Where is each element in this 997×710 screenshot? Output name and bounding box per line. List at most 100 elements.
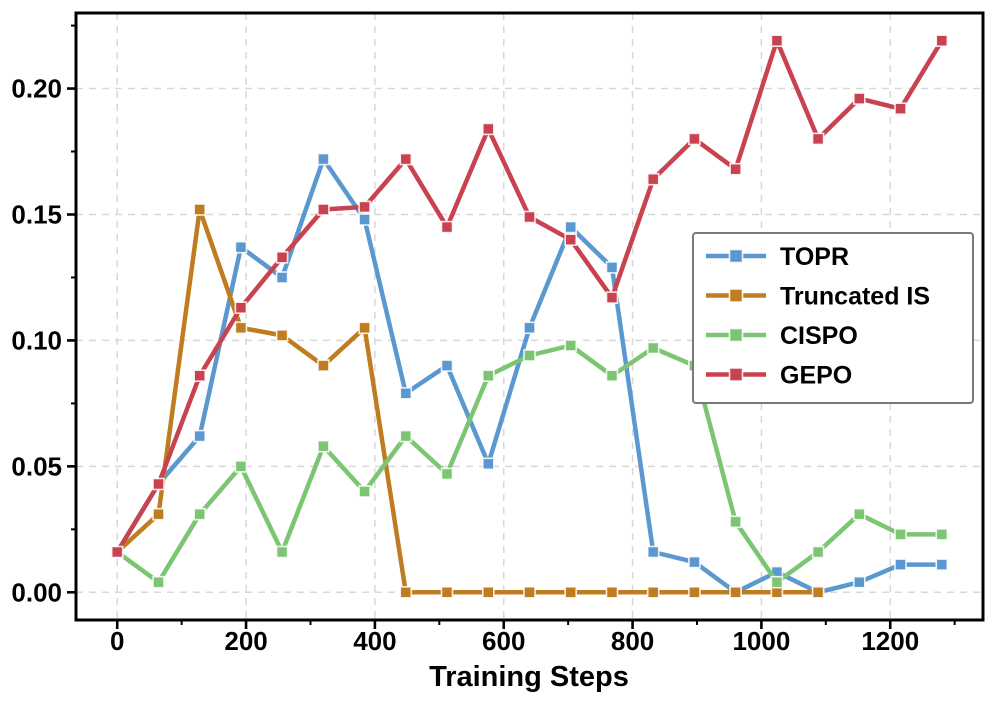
legend-label: GEPO <box>780 362 852 390</box>
legend-item-truncated-is: Truncated IS <box>706 283 930 311</box>
data-point-marker <box>193 507 206 521</box>
data-point-marker <box>234 240 248 254</box>
legend-item-topr: TOPR <box>706 243 849 271</box>
legend-marker <box>728 288 744 303</box>
legend: TOPR Truncated IS CISPO GEPO <box>692 232 974 404</box>
data-point-marker <box>399 152 413 166</box>
data-point-marker <box>770 34 784 48</box>
data-point-marker <box>440 467 454 481</box>
legend-label: CISPO <box>780 322 858 350</box>
data-point-marker <box>317 152 330 166</box>
data-point-marker <box>317 439 330 453</box>
data-point-marker <box>234 460 248 473</box>
spines <box>74 11 985 622</box>
series-line <box>115 207 819 595</box>
data-point-marker <box>275 545 289 559</box>
data-point-marker <box>275 251 289 264</box>
data-point-marker <box>358 321 371 335</box>
data-point-marker <box>935 34 949 48</box>
data-point-marker <box>564 233 578 246</box>
x-tick-label: 800 <box>611 626 654 656</box>
legend-box <box>692 232 974 404</box>
y-tick-label: 0.15 <box>11 199 62 229</box>
data-point-marker <box>234 301 248 315</box>
data-point-marker <box>358 485 371 498</box>
data-point-marker <box>852 507 866 521</box>
data-point-marker <box>729 515 742 529</box>
legend-marker <box>728 248 744 264</box>
data-point-marker <box>481 457 495 471</box>
data-point-marker <box>646 585 660 599</box>
y-axis: 0.00 0.05 0.10 0.15 0.20 <box>11 24 76 607</box>
data-point-marker <box>894 558 907 571</box>
data-point-marker <box>729 585 742 599</box>
legend-marker <box>728 327 744 343</box>
data-point-marker <box>564 339 578 352</box>
data-point-marker <box>894 102 907 115</box>
data-point-marker <box>193 369 206 383</box>
data-point-marker <box>688 132 701 146</box>
y-tick-label: 0.00 <box>11 577 62 607</box>
data-point-marker <box>852 575 866 589</box>
data-point-marker <box>811 132 825 146</box>
y-tick-label: 0.10 <box>11 325 62 355</box>
data-point-marker <box>811 585 825 599</box>
data-point-marker <box>234 321 248 335</box>
data-point-marker <box>729 162 742 176</box>
data-point-marker <box>275 271 289 284</box>
data-point-marker <box>193 203 206 216</box>
plot-area: 0 200 400 600 800 1000 1200 0.00 0.05 0.10 0.15 0.2… <box>11 11 985 656</box>
x-tick-label: 1200 <box>861 626 919 656</box>
data-point-marker <box>481 585 495 599</box>
data-point-marker <box>481 369 495 383</box>
data-point-marker <box>358 200 371 214</box>
data-point-marker <box>646 545 660 559</box>
data-point-marker <box>193 429 206 443</box>
legend-item-gepo: GEPO <box>706 362 852 390</box>
data-point-marker <box>564 585 578 599</box>
x-axis-title: Training Steps <box>429 661 629 693</box>
data-point-marker <box>152 507 165 521</box>
data-point-marker <box>935 528 949 541</box>
legend-label: Truncated IS <box>780 283 930 311</box>
data-point-marker <box>399 429 413 443</box>
legend-item-cispo: CISPO <box>706 322 858 350</box>
plot-border <box>74 11 985 622</box>
data-point-marker <box>605 369 619 383</box>
data-point-marker <box>358 213 371 226</box>
data-point-marker <box>317 203 330 216</box>
data-point-marker <box>152 575 165 589</box>
data-point-marker <box>481 122 495 136</box>
data-point-marker <box>770 575 784 589</box>
data-point-marker <box>440 585 454 599</box>
data-point-marker <box>646 172 660 186</box>
data-point-marker <box>688 555 701 569</box>
data-point-marker <box>688 585 701 599</box>
y-tick-label: 0.05 <box>11 451 62 481</box>
x-tick-label: 1000 <box>732 626 790 656</box>
data-point-marker <box>935 558 949 571</box>
data-point-marker <box>605 261 619 274</box>
data-point-marker <box>605 585 619 599</box>
x-axis: 0 200 400 600 800 1000 1200 <box>110 620 956 656</box>
data-point-marker <box>523 321 536 335</box>
data-point-marker <box>317 359 330 372</box>
data-point-marker <box>399 386 413 400</box>
x-tick-label: 600 <box>482 626 525 656</box>
data-point-marker <box>523 349 536 362</box>
data-point-marker <box>399 585 413 599</box>
x-tick-label: 0 <box>110 626 124 656</box>
data-point-marker <box>646 341 660 355</box>
data-point-marker <box>605 291 619 304</box>
x-tick-label: 400 <box>353 626 396 656</box>
legend-marker <box>728 367 744 382</box>
data-point-marker <box>110 545 124 559</box>
data-point-marker <box>523 210 536 224</box>
data-point-marker <box>275 329 289 342</box>
data-point-marker <box>852 92 866 105</box>
data-point-marker <box>894 528 907 541</box>
data-point-marker <box>811 545 825 559</box>
data-point-marker <box>440 220 454 234</box>
